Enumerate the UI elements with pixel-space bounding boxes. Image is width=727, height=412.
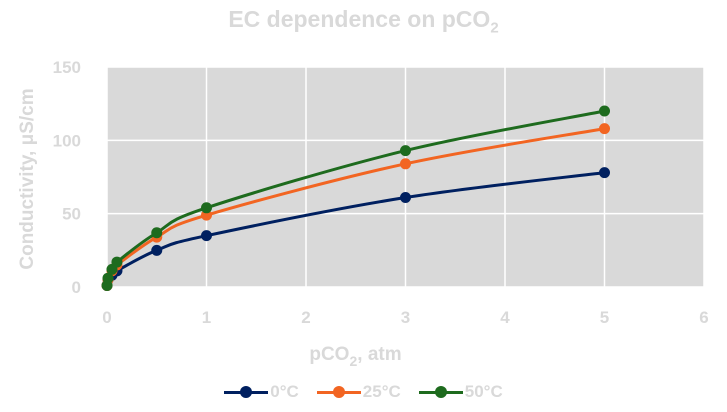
x-tick-label: 4 (500, 308, 510, 327)
data-point (400, 145, 411, 157)
y-tick-label: 100 (53, 131, 81, 150)
legend-marker (240, 386, 253, 398)
x-axis-label: pCO2, atm (309, 344, 401, 369)
x-tick-label: 5 (600, 308, 609, 327)
legend-item: 50°C (418, 382, 503, 402)
data-point (201, 230, 212, 242)
data-point (111, 256, 123, 268)
data-point (400, 192, 411, 204)
legend-item: 0°C (224, 382, 299, 402)
chart-title: EC dependence on pCO2 (228, 6, 499, 37)
legend-item: 25°C (316, 382, 401, 402)
y-tick-label: 0 (72, 278, 81, 297)
y-tick-label: 50 (62, 205, 81, 224)
legend: 0°C 25°C 50°C (0, 382, 727, 402)
y-axis-label: Conductivity, μS/cm (17, 88, 38, 269)
x-tick-labels: 0 1 2 3 4 5 6 (102, 308, 708, 327)
legend-label: 0°C (270, 382, 299, 401)
x-tick-label: 2 (301, 308, 310, 327)
data-point (599, 167, 610, 179)
data-point (151, 227, 163, 239)
y-tick-label: 150 (53, 58, 81, 77)
data-point (201, 202, 212, 214)
series-2 (101, 105, 610, 292)
x-tick-label: 1 (202, 308, 211, 327)
x-tick-label: 6 (699, 308, 708, 327)
x-tick-label: 0 (102, 308, 111, 327)
legend-swatch (418, 386, 463, 398)
x-tick-label: 3 (401, 308, 410, 327)
legend-swatch (224, 386, 269, 398)
grid (106, 66, 705, 288)
legend-label: 25°C (362, 382, 401, 401)
data-point (151, 244, 163, 256)
legend-marker (332, 386, 345, 398)
legend-swatch (316, 386, 361, 398)
legend-label: 50°C (464, 382, 503, 401)
data-point (102, 272, 114, 284)
series-group (101, 105, 610, 292)
data-point (599, 105, 610, 117)
legend-marker (434, 386, 447, 398)
data-point (599, 123, 610, 135)
data-point (400, 158, 411, 170)
y-tick-labels: 0 50 100 150 (53, 58, 81, 297)
